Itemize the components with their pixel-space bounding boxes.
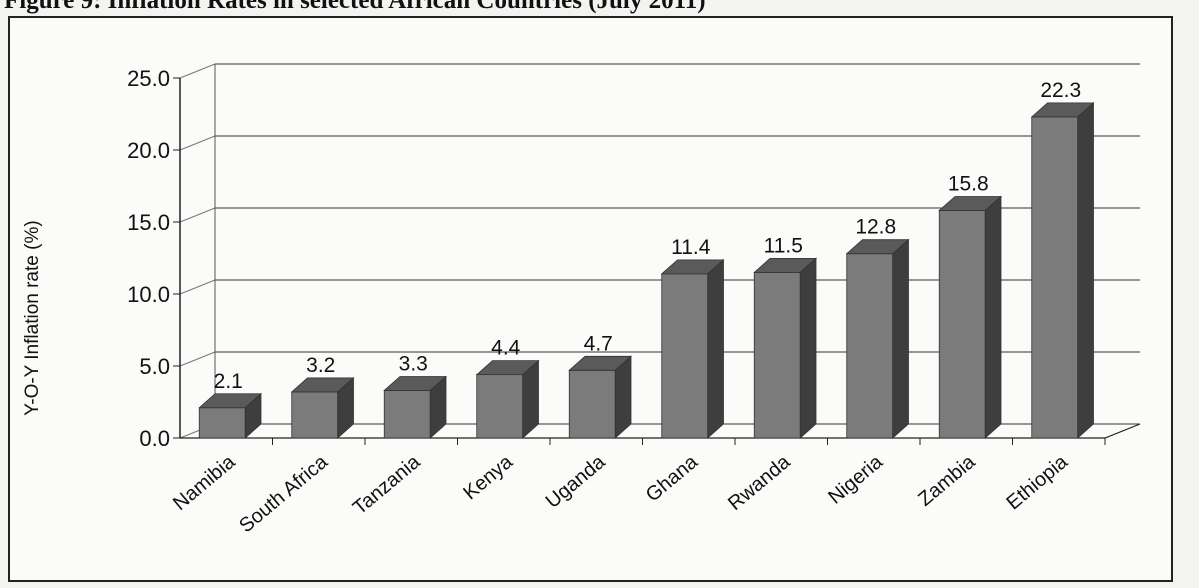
bar-ethiopia [1030,101,1095,439]
axis-layer: 0.0 5.0 10.0 15.0 20.0 25.0 [127,64,1141,451]
bar-front [476,374,524,439]
x-tick-label: Ghana [642,450,703,506]
bar-front [846,253,894,439]
bar-front [383,390,431,439]
x-tick-label: Rwanda [724,450,795,515]
gridline-depth [179,135,216,151]
bar-zambia [938,195,1003,439]
bar-layer [198,101,1095,439]
y-axis-label: Y-O-Y Inflation rate (%) [22,220,43,415]
data-label: 15.8 [948,172,989,195]
x-tick-label: Uganda [542,450,610,512]
y-tick-label: 15.0 [127,210,170,235]
bar-south-africa [290,377,355,439]
bar-nigeria [845,238,910,439]
data-label: 11.5 [764,234,803,257]
bar-kenya [475,359,540,439]
x-tick-label: Namibia [169,450,240,515]
bar-chart: 0.0 5.0 10.0 15.0 20.0 25.0 2.1 Namibia 3.2 Sout… [22,63,1141,537]
bar-front [198,407,246,439]
bar-front [1031,116,1079,439]
data-label: 3.3 [399,352,428,375]
chart-frame: 0.0 5.0 10.0 15.0 20.0 25.0 2.1 Namibia 3.2 Sout… [8,16,1173,582]
data-label: 11.4 [671,236,711,259]
y-tick-label: 5.0 [139,354,170,379]
bar-front [291,391,339,439]
bar-tanzania [383,375,448,439]
bar-side [244,392,262,439]
y-tick-label: 10.0 [127,282,170,307]
data-label: 12.8 [855,216,896,239]
gridline-depth [179,351,216,367]
gridline-depth [179,63,216,79]
x-tick-label: South Africa [235,450,332,537]
x-tick-label: Kenya [459,450,517,504]
bar-uganda [568,355,633,439]
x-tick-label: Nigeria [824,450,887,508]
bar-front [568,369,616,439]
bar-rwanda [753,257,818,439]
figure-caption: Figure 9: Inflation Rates in selected Af… [4,0,706,14]
bar-side [892,238,909,439]
data-label: 3.2 [306,354,335,377]
data-label: 22.3 [1040,79,1081,102]
bar-side [1077,101,1094,439]
y-tick-label: 20.0 [127,138,170,163]
bar-side [429,375,447,439]
x-tick-label: Tanzania [349,450,425,519]
bar-side [522,359,539,439]
data-label: 2.1 [214,370,243,393]
x-tick-label: Zambia [914,450,980,510]
y-tick-label: 25.0 [127,66,170,91]
data-label: 4.7 [584,332,613,355]
bar-front [753,271,801,439]
data-label: 4.4 [491,337,521,360]
bar-side [799,257,817,439]
bar-namibia [198,392,263,439]
bar-side [614,355,632,439]
bar-side [707,258,724,439]
bar-front [661,273,709,439]
bar-side [337,377,354,439]
gridline-depth [179,279,216,295]
bar-front [938,210,986,439]
bar-side [984,195,1002,439]
x-tick-label: Ethiopia [1002,450,1072,514]
gridline-depth [179,207,216,223]
bar-ghana [660,258,725,439]
y-tick-label: 0.0 [139,426,170,451]
